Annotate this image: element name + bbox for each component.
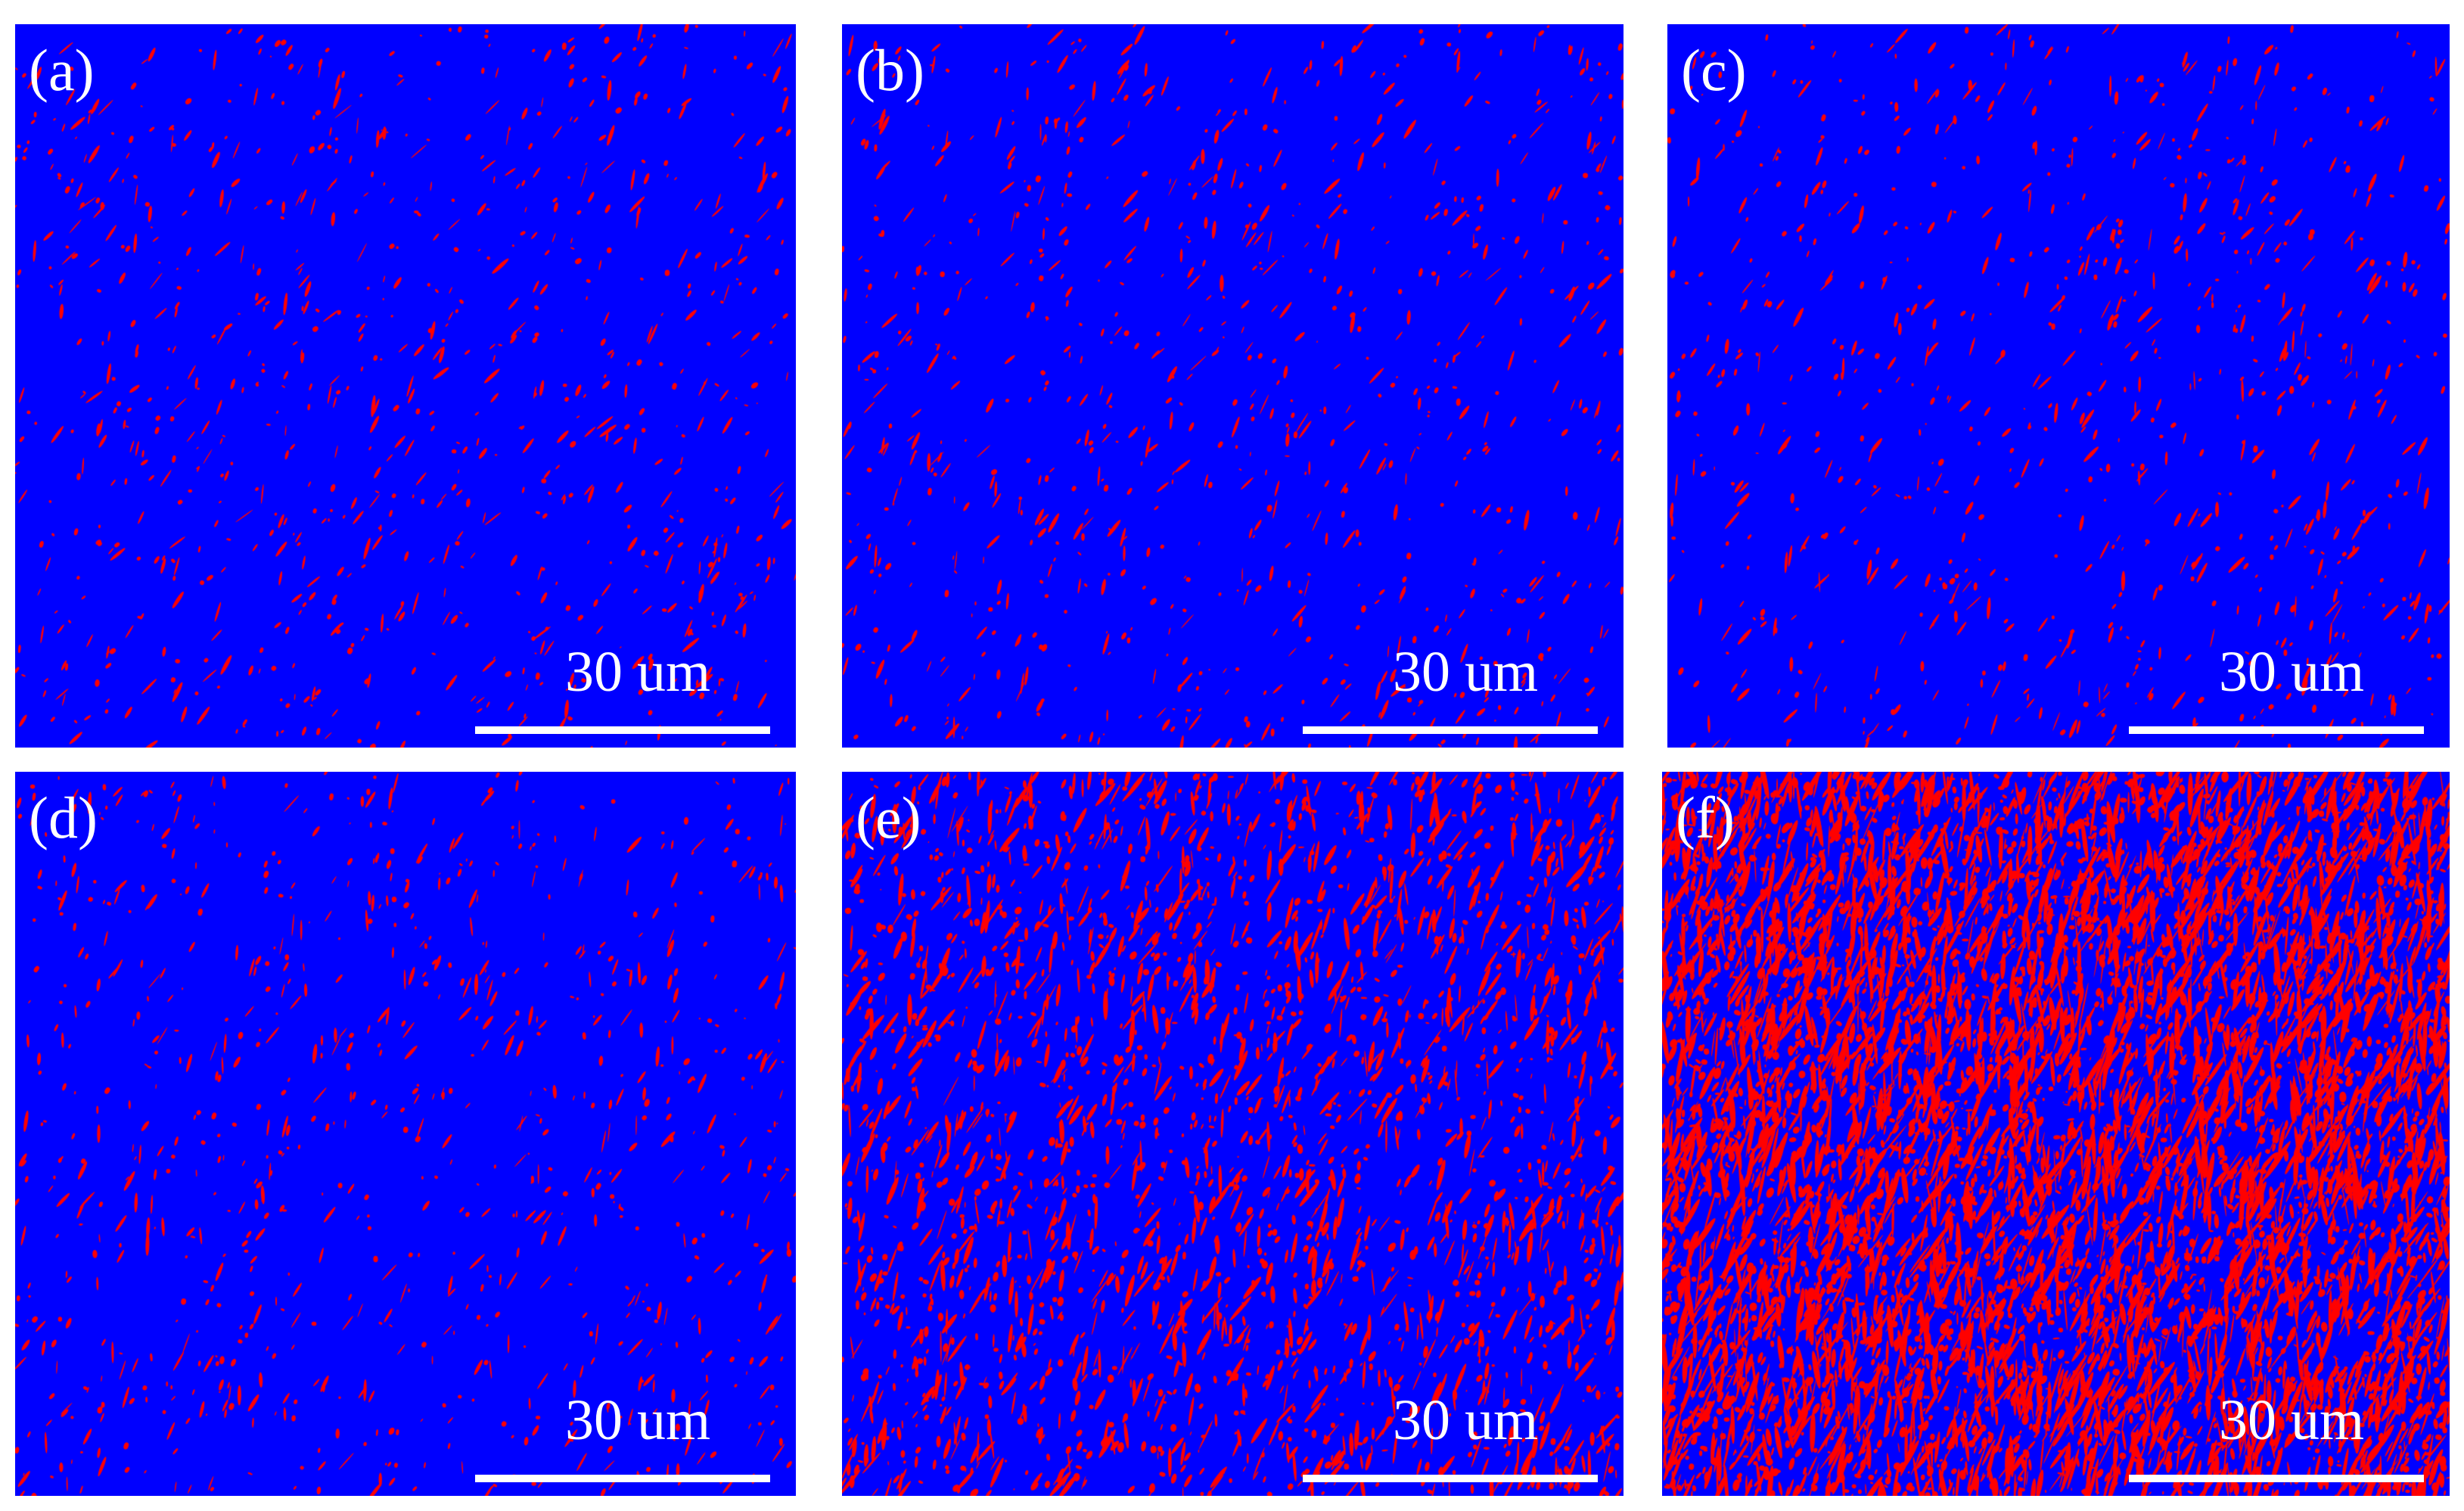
scale-bar-line-a bbox=[475, 726, 770, 734]
scale-bar-label-c: 30 um bbox=[2218, 640, 2365, 704]
phase-map-a bbox=[15, 24, 796, 748]
micrograph-panel-f: (f) 30 um bbox=[1662, 772, 2450, 1496]
phase-map-e bbox=[842, 772, 1624, 1496]
scale-bar-label-b: 30 um bbox=[1392, 640, 1539, 704]
phase-map-b bbox=[842, 24, 1624, 748]
scale-bar-label-d: 30 um bbox=[564, 1388, 711, 1452]
scale-bar-line-f bbox=[2129, 1475, 2424, 1482]
scale-bar-c: 30 um bbox=[2129, 643, 2424, 734]
scale-bar-a: 30 um bbox=[475, 643, 770, 734]
scale-bar-label-e: 30 um bbox=[1392, 1388, 1539, 1452]
scale-bar-line-d bbox=[475, 1475, 770, 1482]
scale-bar-line-b bbox=[1303, 726, 1598, 734]
micrograph-panel-b: (b) 30 um bbox=[842, 24, 1624, 748]
phase-map-f bbox=[1662, 772, 2450, 1496]
panel-label-c: (c) bbox=[1681, 37, 1747, 103]
scale-bar-label-f: 30 um bbox=[2218, 1388, 2365, 1452]
micrograph-panel-d: (d) 30 um bbox=[15, 772, 796, 1496]
scale-bar-f: 30 um bbox=[2129, 1391, 2424, 1482]
panel-label-b: (b) bbox=[856, 37, 924, 103]
panel-label-d: (d) bbox=[29, 785, 98, 850]
scale-bar-line-e bbox=[1303, 1475, 1598, 1482]
panel-label-a: (a) bbox=[29, 37, 95, 103]
panel-label-f: (f) bbox=[1676, 785, 1735, 850]
phase-map-c bbox=[1667, 24, 2450, 748]
micrograph-panel-e: (e) 30 um bbox=[842, 772, 1624, 1496]
micrograph-panel-a: (a) 30 um bbox=[15, 24, 796, 748]
scale-bar-d: 30 um bbox=[475, 1391, 770, 1482]
scale-bar-e: 30 um bbox=[1303, 1391, 1598, 1482]
scale-bar-b: 30 um bbox=[1303, 643, 1598, 734]
micrograph-panel-c: (c) 30 um bbox=[1667, 24, 2450, 748]
phase-map-d bbox=[15, 772, 796, 1496]
scale-bar-line-c bbox=[2129, 726, 2424, 734]
scale-bar-label-a: 30 um bbox=[564, 640, 711, 704]
panel-label-e: (e) bbox=[856, 785, 921, 850]
